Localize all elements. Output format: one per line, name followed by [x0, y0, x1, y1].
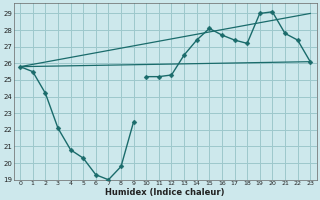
- X-axis label: Humidex (Indice chaleur): Humidex (Indice chaleur): [106, 188, 225, 197]
